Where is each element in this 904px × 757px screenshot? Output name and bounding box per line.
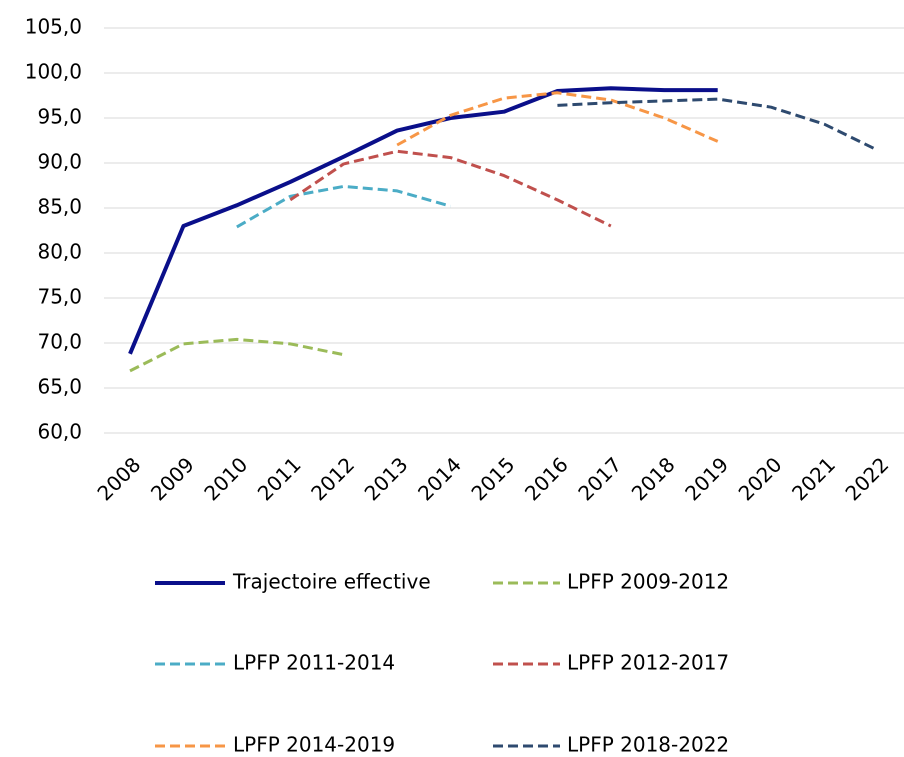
- x-tick-label: 2014: [413, 452, 466, 505]
- series-line: [396, 91, 719, 147]
- y-tick-label: 95,0: [37, 105, 82, 129]
- x-tick-label: 2019: [680, 452, 733, 505]
- x-tick-label: 2009: [146, 452, 199, 505]
- y-tick-label: 60,0: [37, 420, 82, 444]
- x-tick-label: 2011: [253, 452, 306, 505]
- y-tick-label: 85,0: [37, 195, 82, 219]
- x-tick-label: 2008: [92, 452, 145, 505]
- y-tick-label: 100,0: [25, 60, 82, 84]
- legend-label: LPFP 2011-2014: [233, 651, 395, 675]
- x-tick-label: 2021: [787, 452, 840, 505]
- series-line: [129, 337, 345, 373]
- x-tick-label: 2010: [199, 452, 252, 505]
- y-tick-label: 80,0: [37, 240, 82, 264]
- legend-label: LPFP 2014-2019: [233, 733, 395, 757]
- legend-label: LPFP 2012-2017: [567, 651, 729, 675]
- y-tick-label: 90,0: [37, 150, 82, 174]
- y-tick-label: 65,0: [37, 375, 82, 399]
- y-tick-label: 70,0: [37, 330, 82, 354]
- series-line: [128, 86, 718, 355]
- x-tick-label: 2022: [840, 452, 893, 505]
- legend-label: LPFP 2018-2022: [567, 733, 729, 757]
- series-line: [557, 97, 879, 152]
- x-tick-label: 2012: [306, 452, 359, 505]
- series-line: [289, 149, 612, 228]
- x-tick-label: 2016: [520, 452, 573, 505]
- legend-label: Trajectoire effective: [232, 570, 431, 594]
- legend-label: LPFP 2009-2012: [567, 570, 729, 594]
- x-tick-label: 2013: [360, 452, 413, 505]
- series-line: [236, 184, 451, 229]
- x-tick-label: 2017: [573, 452, 626, 505]
- x-tick-label: 2018: [627, 452, 680, 505]
- x-tick-label: 2020: [734, 452, 787, 505]
- x-tick-label: 2015: [466, 452, 519, 505]
- y-tick-label: 75,0: [37, 285, 82, 309]
- y-tick-label: 105,0: [25, 15, 82, 39]
